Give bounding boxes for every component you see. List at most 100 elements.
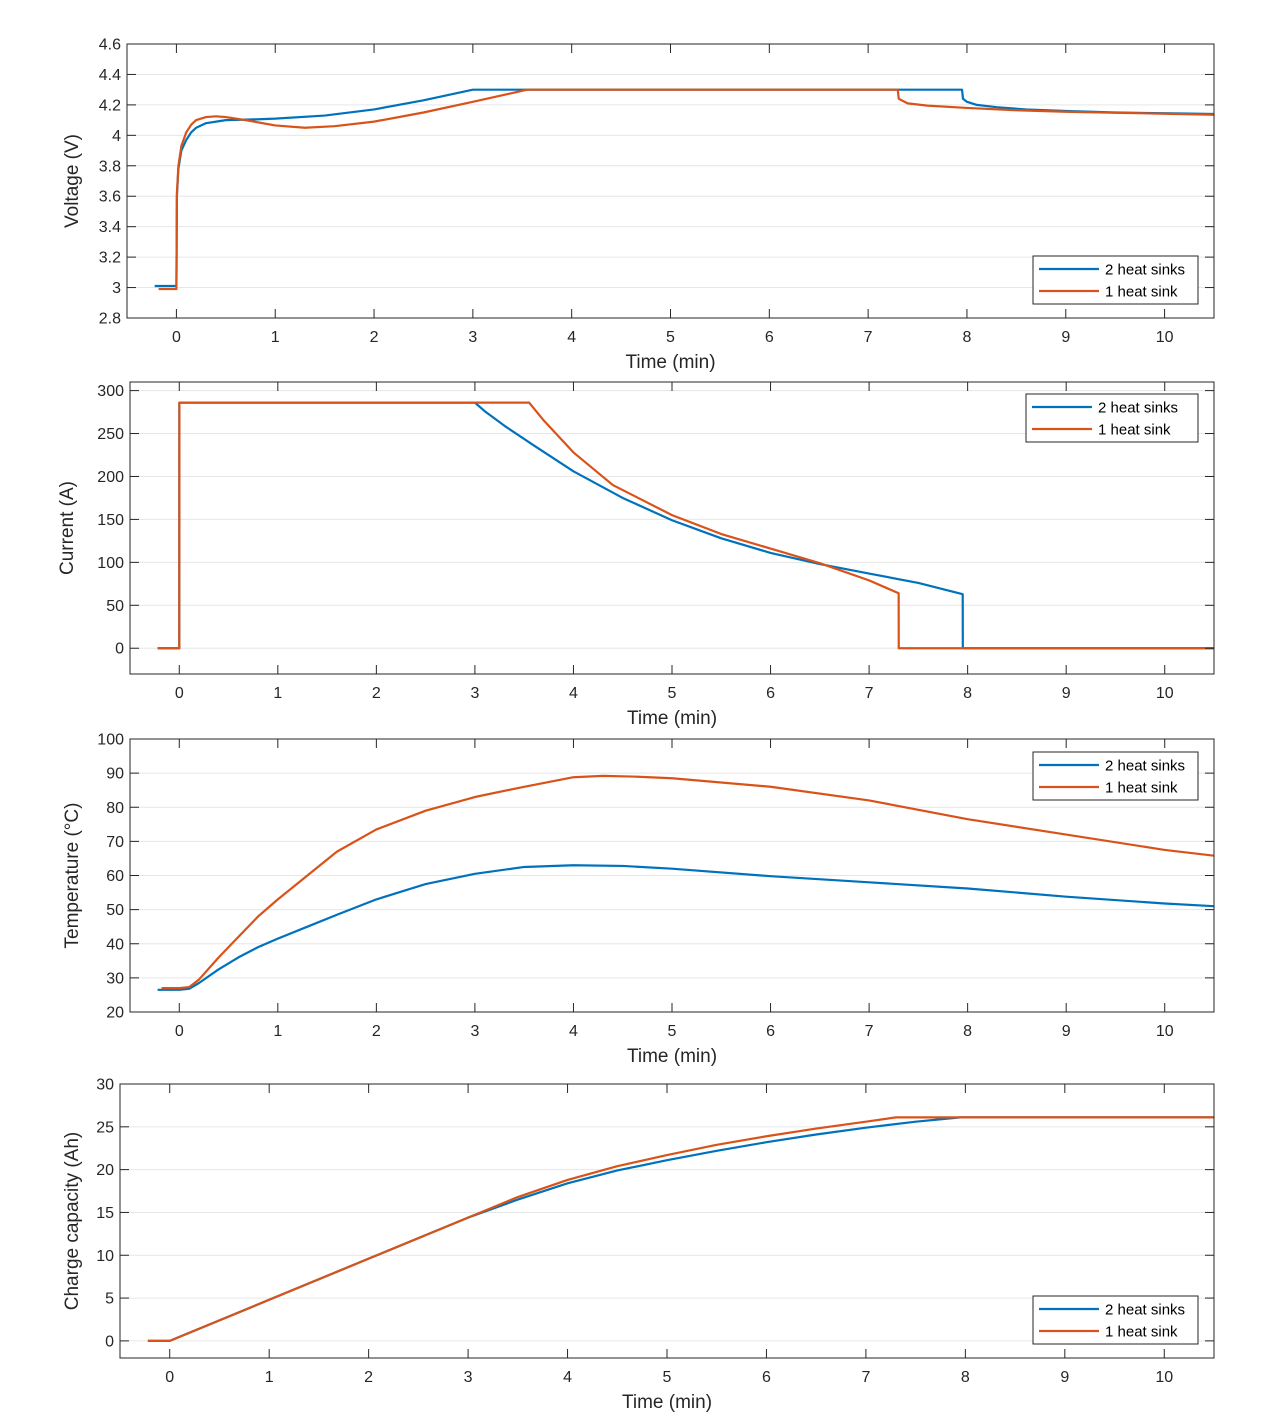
y-tick-label: 50 <box>106 598 124 615</box>
x-tick-label: 2 <box>370 329 379 346</box>
x-axis-label: Time (min) <box>627 708 717 729</box>
y-axis-label: Current (A) <box>57 481 78 575</box>
y-tick-label: 0 <box>105 1333 114 1350</box>
x-tick-label: 3 <box>470 1023 479 1040</box>
x-tick-label: 3 <box>464 1369 473 1386</box>
series-line-one-heat-sink <box>157 401 1214 650</box>
x-tick-label: 5 <box>666 329 675 346</box>
y-tick-label: 3.2 <box>99 250 121 267</box>
legend-box <box>1032 751 1199 801</box>
y-tick-label: 100 <box>97 732 124 749</box>
legend-entry: 2 heat sinks <box>1105 262 1185 279</box>
y-tick-label: 5 <box>105 1291 114 1308</box>
x-tick-label: 8 <box>963 1023 972 1040</box>
legend-box <box>1032 1295 1199 1345</box>
y-axis-label: Voltage (V) <box>62 134 83 228</box>
y-tick-label: 30 <box>106 970 124 987</box>
x-tick-label: 9 <box>1062 1023 1071 1040</box>
legend-entry: 1 heat sink <box>1105 284 1178 301</box>
x-tick-label: 7 <box>865 1023 874 1040</box>
legend-entry: 2 heat sinks <box>1105 1302 1185 1319</box>
x-tick-label: 8 <box>963 685 972 702</box>
series-line-one-heat-sink <box>161 774 1214 990</box>
y-axis-label: Temperature (°C) <box>62 803 83 949</box>
legend: 2 heat sinks 1 heat sink <box>1032 255 1199 305</box>
y-tick-label: 4.6 <box>99 37 121 54</box>
y-tick-label: 15 <box>96 1205 114 1222</box>
chart-panel-1: 0 1 2 3 4 5 6 7 8 9 10 2.8 3 3.2 3.4 3.6 3.8 4 4.2 4.4 4.6 Ti… <box>62 37 1215 373</box>
series-line-two-heat-sinks <box>154 88 1214 288</box>
x-tick-label: 10 <box>1156 329 1174 346</box>
x-tick-label: 9 <box>1061 329 1070 346</box>
x-tick-label: 6 <box>762 1369 771 1386</box>
x-tick-label: 0 <box>175 685 184 702</box>
x-tick-label: 7 <box>865 685 874 702</box>
x-axis-label: Time (min) <box>625 352 715 373</box>
y-tick-label: 3.6 <box>99 189 121 206</box>
x-tick-label: 6 <box>766 685 775 702</box>
x-tick-label: 4 <box>563 1369 572 1386</box>
legend-entry: 1 heat sink <box>1098 422 1171 439</box>
x-tick-label: 4 <box>569 1023 578 1040</box>
y-tick-label: 60 <box>106 868 124 885</box>
x-tick-label: 8 <box>963 329 972 346</box>
y-tick-label: 3.8 <box>99 158 121 175</box>
legend-box <box>1032 255 1199 305</box>
y-tick-label: 30 <box>96 1077 114 1094</box>
y-tick-label: 80 <box>106 800 124 817</box>
y-tick-label: 90 <box>106 766 124 783</box>
x-axis-label: Time (min) <box>622 1392 712 1413</box>
legend-box <box>1025 393 1199 443</box>
y-tick-label: 4.4 <box>99 67 121 84</box>
y-tick-label: 300 <box>97 383 124 400</box>
x-tick-label: 2 <box>372 1023 381 1040</box>
x-tick-label: 2 <box>372 685 381 702</box>
y-axis-label: Charge capacity (Ah) <box>62 1132 83 1310</box>
y-tick-label: 70 <box>106 834 124 851</box>
x-tick-label: 9 <box>1062 685 1071 702</box>
y-tick-label: 20 <box>96 1162 114 1179</box>
y-tick-label: 25 <box>96 1119 114 1136</box>
x-tick-label: 5 <box>663 1369 672 1386</box>
legend-entry: 1 heat sink <box>1105 780 1178 797</box>
legend-entry: 2 heat sinks <box>1105 758 1185 775</box>
x-tick-label: 10 <box>1156 1023 1174 1040</box>
x-tick-label: 7 <box>861 1369 870 1386</box>
y-tick-label: 3.4 <box>99 219 121 236</box>
series-line-one-heat-sink <box>147 1116 1214 1342</box>
x-tick-label: 5 <box>668 1023 677 1040</box>
x-tick-label: 1 <box>265 1369 274 1386</box>
x-tick-label: 4 <box>569 685 578 702</box>
y-tick-label: 20 <box>106 1005 124 1022</box>
chart-panel-3: 0 1 2 3 4 5 6 7 8 9 10 20 30 40 50 60 70 80 90 100 Time (min… <box>62 732 1215 1067</box>
x-tick-label: 10 <box>1155 1369 1173 1386</box>
x-tick-label: 9 <box>1060 1369 1069 1386</box>
y-tick-label: 4 <box>112 128 121 145</box>
x-tick-label: 6 <box>765 329 774 346</box>
x-axis-label: Time (min) <box>627 1046 717 1067</box>
y-tick-label: 40 <box>106 936 124 953</box>
y-tick-label: 50 <box>106 902 124 919</box>
legend: 2 heat sinks 1 heat sink <box>1032 751 1199 801</box>
x-tick-label: 1 <box>271 329 280 346</box>
chart-panel-4: 0 1 2 3 4 5 6 7 8 9 10 0 5 10 15 20 25 30 Time (min) Charge… <box>62 1077 1215 1413</box>
y-tick-label: 0 <box>115 641 124 658</box>
y-tick-label: 150 <box>97 512 124 529</box>
y-tick-label: 100 <box>97 555 124 572</box>
y-tick-label: 250 <box>97 426 124 443</box>
x-tick-label: 3 <box>470 685 479 702</box>
x-tick-label: 6 <box>766 1023 775 1040</box>
y-tick-label: 10 <box>96 1248 114 1265</box>
legend: 2 heat sinks 1 heat sink <box>1025 393 1199 443</box>
x-tick-label: 2 <box>364 1369 373 1386</box>
y-tick-label: 3 <box>112 280 121 297</box>
y-tick-label: 200 <box>97 469 124 486</box>
series-line-one-heat-sink <box>158 88 1214 291</box>
legend-entry: 1 heat sink <box>1105 1324 1178 1341</box>
x-tick-label: 3 <box>468 329 477 346</box>
x-tick-label: 0 <box>165 1369 174 1386</box>
x-tick-label: 0 <box>172 329 181 346</box>
x-tick-label: 5 <box>668 685 677 702</box>
